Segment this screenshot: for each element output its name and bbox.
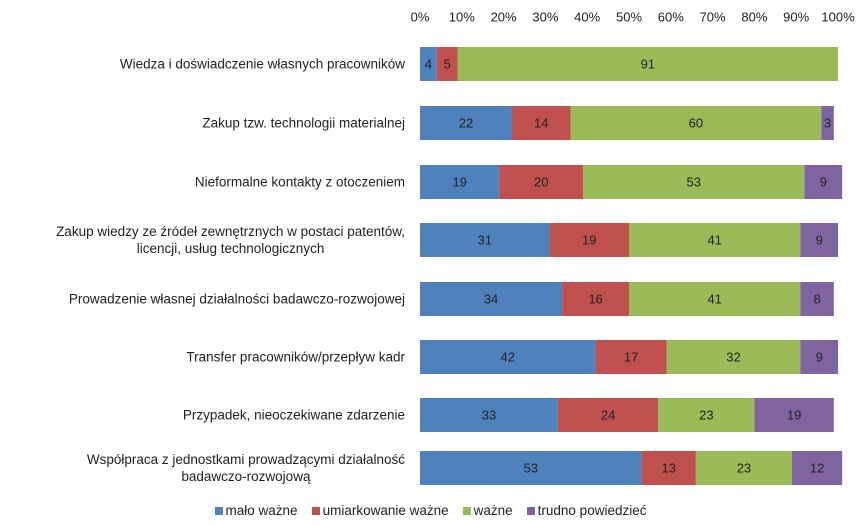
x-tick-label: 10% <box>449 9 475 24</box>
bar-segment <box>800 223 838 257</box>
data-label: 9 <box>816 349 823 364</box>
bar-segment <box>629 223 801 257</box>
bar-segment <box>821 106 834 140</box>
data-label: 31 <box>478 232 492 247</box>
data-label: 22 <box>459 115 473 130</box>
bar-segment <box>420 340 596 374</box>
data-label: 4 <box>425 56 432 71</box>
x-tick-label: 30% <box>532 9 558 24</box>
x-tick-label: 40% <box>574 9 600 24</box>
bar-segment <box>595 340 667 374</box>
x-tick-label: 50% <box>616 9 642 24</box>
data-label: 9 <box>816 232 823 247</box>
bar-segment <box>499 165 584 199</box>
data-label: 34 <box>484 291 498 306</box>
legend-item: ważne <box>462 503 513 518</box>
bar-segment <box>695 451 793 485</box>
legend-item: umiarkowanie ważne <box>311 503 449 518</box>
data-label: 3 <box>824 115 831 130</box>
data-label: 41 <box>707 291 721 306</box>
x-tick-label: 90% <box>783 9 809 24</box>
bar-segment <box>800 282 834 316</box>
bar-segment <box>420 451 642 485</box>
bar-segment <box>570 106 822 140</box>
data-label: 19 <box>452 174 466 189</box>
x-tick-label: 100% <box>821 9 855 24</box>
data-label: 60 <box>689 115 703 130</box>
bar-segment <box>511 106 571 140</box>
bar-segment <box>420 106 512 140</box>
data-label: 19 <box>787 407 801 422</box>
data-label: 12 <box>810 460 824 475</box>
legend-label: mało ważne <box>225 503 298 518</box>
legend-swatch <box>462 507 471 515</box>
legend-swatch <box>311 507 320 515</box>
legend-item: mało ważne <box>214 503 298 518</box>
legend-label: ważne <box>473 503 513 518</box>
bar-segment <box>420 165 500 199</box>
data-label: 23 <box>737 460 751 475</box>
bar-segment <box>562 282 629 316</box>
bar-segment <box>641 451 696 485</box>
bar-segment <box>666 340 801 374</box>
data-label: 14 <box>534 115 548 130</box>
data-label: 23 <box>699 407 713 422</box>
x-tick-label: 60% <box>658 9 684 24</box>
bar-segment <box>804 165 843 199</box>
data-label: 33 <box>482 407 496 422</box>
bar-segment <box>420 282 563 316</box>
bar-segment <box>420 47 437 81</box>
bar-segment <box>457 47 838 81</box>
legend-item: trudno powiedzieć <box>526 503 647 518</box>
data-label: 8 <box>813 291 820 306</box>
data-label: 41 <box>707 232 721 247</box>
bar-segment <box>549 223 629 257</box>
bar-segment <box>800 340 838 374</box>
data-label: 24 <box>601 407 615 422</box>
category-label: Współpraca z jednostkami prowadzącymi dz… <box>86 452 405 484</box>
data-label: 53 <box>687 174 701 189</box>
category-label: Zakup wiedzy ze źródeł zewnętrznych w po… <box>56 224 405 256</box>
legend-label: trudno powiedzieć <box>537 503 647 518</box>
bar-segment <box>420 398 558 432</box>
bar-segment <box>583 165 805 199</box>
data-label: 17 <box>624 349 638 364</box>
bar-segment <box>792 451 843 485</box>
data-label: 91 <box>641 56 655 71</box>
data-label: 32 <box>726 349 740 364</box>
x-tick-label: 70% <box>700 9 726 24</box>
category-label: Zakup tzw. technologii materialnej <box>202 115 405 131</box>
x-tick-label: 20% <box>491 9 517 24</box>
category-label: Prowadzenie własnej działalności badawcz… <box>68 291 405 307</box>
category-label: Nieformalne kontakty z otoczeniem <box>194 174 405 190</box>
legend-label: umiarkowanie ważne <box>322 503 449 518</box>
legend: mało ważne umiarkowanie ważne ważne trudno … <box>0 503 861 518</box>
data-label: 16 <box>588 291 602 306</box>
data-label: 5 <box>444 56 451 71</box>
bar-segment <box>658 398 755 432</box>
bar-segment <box>754 398 834 432</box>
category-label: Przypadek, nieoczekiwane zdarzenie <box>182 407 405 423</box>
category-label: Wiedza i doświadczenie własnych pracowni… <box>119 56 405 72</box>
legend-swatch <box>526 507 535 515</box>
data-label: 9 <box>820 174 827 189</box>
bar-segment <box>557 398 659 432</box>
x-tick-label: 0% <box>411 9 430 24</box>
category-label: Transfer pracowników/przepływ kadr <box>186 349 405 365</box>
data-label: 53 <box>524 460 538 475</box>
legend-swatch <box>214 507 223 515</box>
bar-segment <box>420 223 550 257</box>
bar-segment <box>436 47 458 81</box>
data-label: 42 <box>501 349 515 364</box>
data-label: 13 <box>661 460 675 475</box>
data-label: 19 <box>582 232 596 247</box>
data-label: 20 <box>534 174 548 189</box>
bar-segment <box>629 282 801 316</box>
x-tick-label: 80% <box>741 9 767 24</box>
